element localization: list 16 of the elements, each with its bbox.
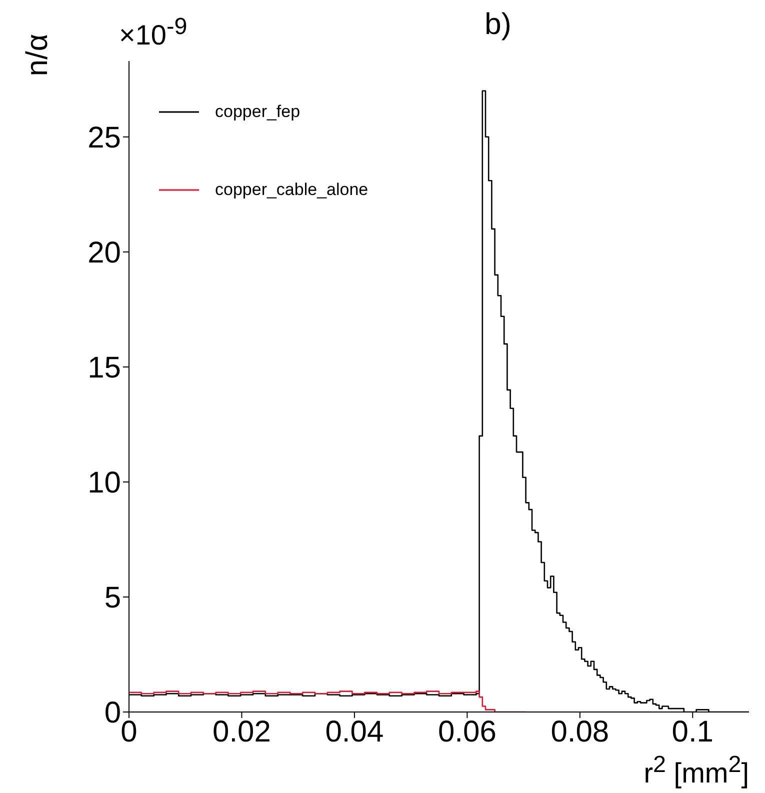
chart-title: b): [484, 8, 512, 42]
x-tick-label: 0.02: [212, 715, 271, 748]
x-tick-label: 0.1: [672, 715, 714, 748]
legend-label: copper_fep: [215, 102, 300, 122]
y-axis-title: n/α: [21, 32, 55, 78]
y-tick-label: 25: [88, 122, 121, 155]
y-tick-label: 15: [88, 352, 121, 385]
legend-label: copper_cable_alone: [215, 180, 368, 200]
y-tick-label: 5: [104, 582, 121, 615]
x-axis-title: r$^{2}$ [mm$^{2}$]: [644, 751, 749, 788]
x-tick-label: 0.04: [325, 715, 384, 748]
y-tick-label: 20: [88, 236, 121, 270]
y-tick-label: 10: [88, 466, 121, 500]
text: ×10$^{-9}$: [119, 13, 188, 52]
x-tick-label: 0.06: [438, 715, 496, 748]
x-tick-label: 0.08: [550, 715, 610, 748]
